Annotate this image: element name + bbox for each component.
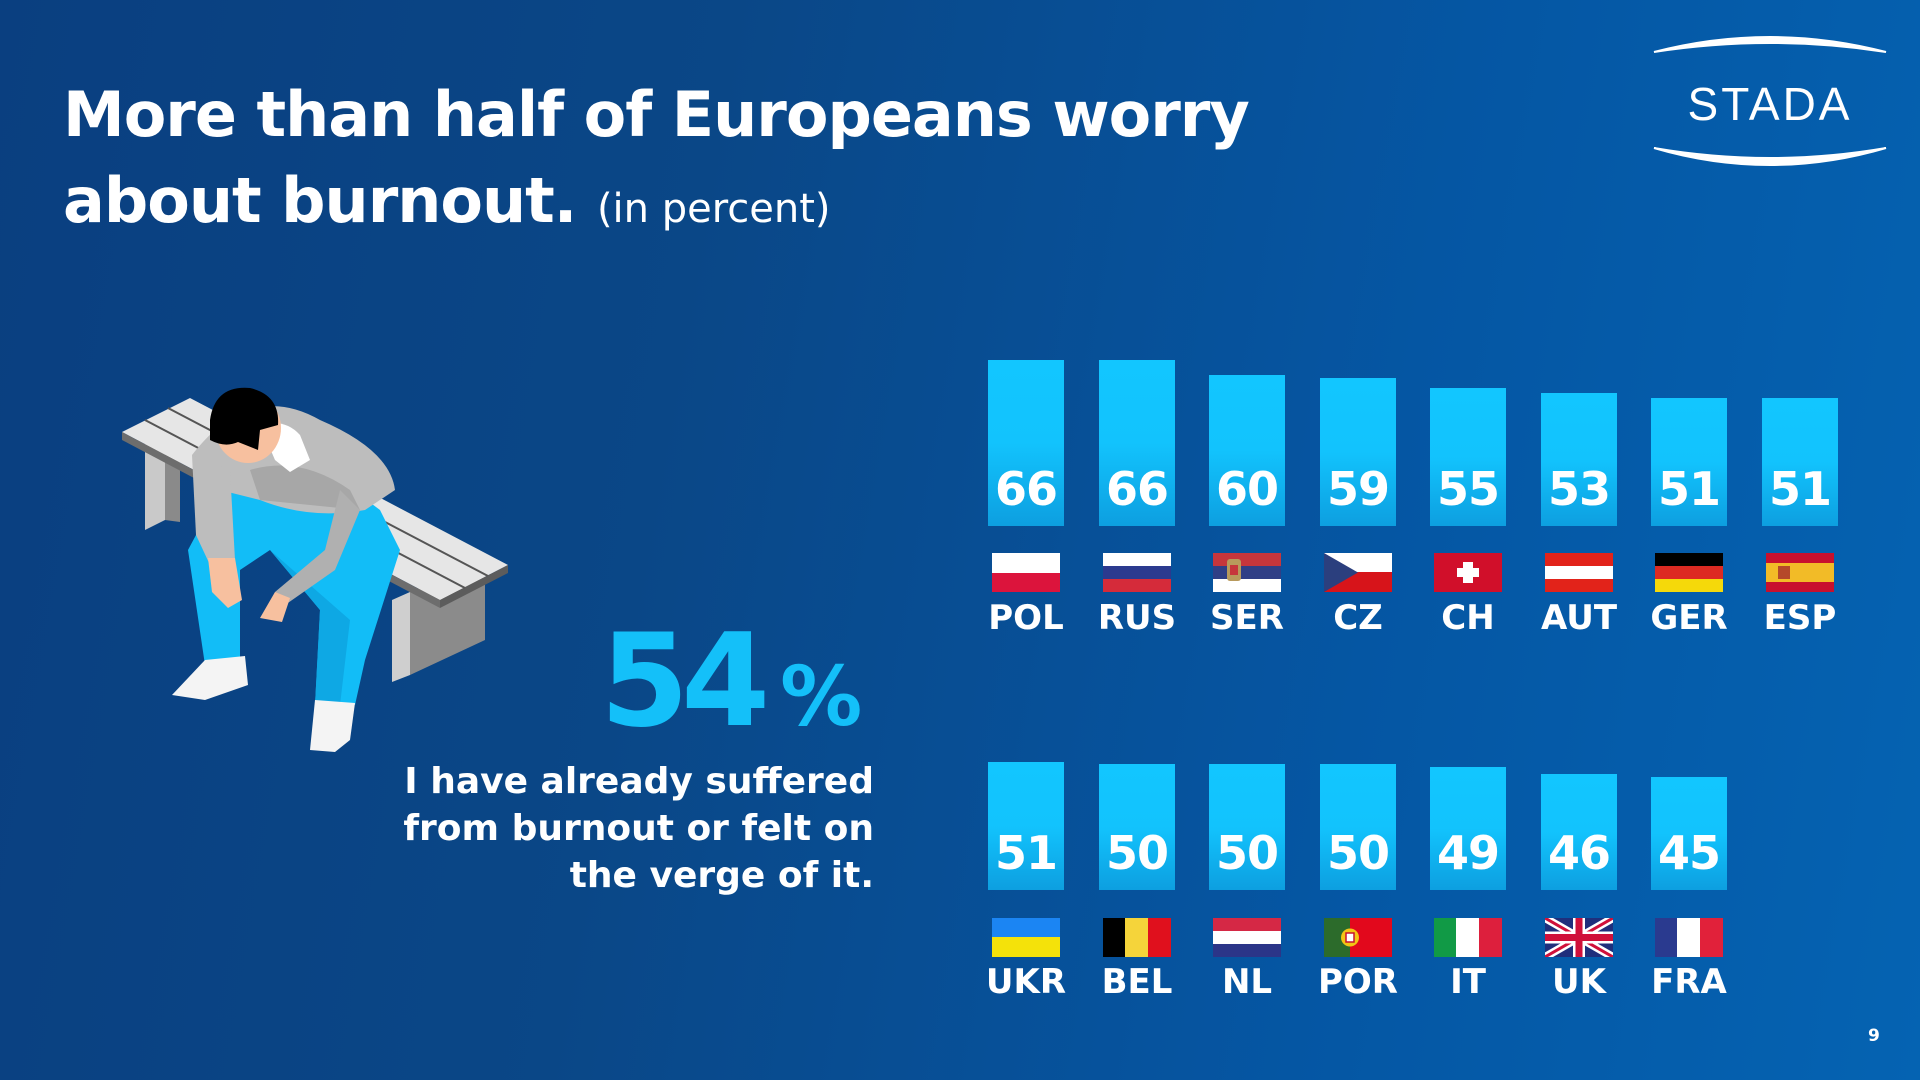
country-label-nl: NL (1221, 962, 1273, 1002)
country-label-uk: UK (1552, 962, 1606, 1002)
highlight-unit: % (780, 650, 863, 745)
flag-russia-icon (1103, 553, 1171, 592)
country-label-cz: CZ (1333, 598, 1383, 638)
bar-ser: 60 (1209, 375, 1285, 526)
country-label-por: POR (1317, 962, 1398, 1002)
country-label-rus: RUS (1097, 598, 1177, 638)
logo-text: STADA (1687, 78, 1853, 130)
bar-value-uk: 46 (1547, 826, 1611, 880)
bar-value-rus: 66 (1105, 462, 1169, 516)
flag-austria-icon (1545, 553, 1613, 592)
flag-france-icon (1655, 918, 1723, 957)
highlight-statement: I have already suffered from burnout or … (403, 761, 874, 896)
flag-portugal-icon (1324, 918, 1392, 957)
bar-value-ch: 55 (1436, 462, 1500, 516)
bar-esp: 51 (1762, 398, 1838, 526)
bar-por: 50 (1320, 764, 1396, 890)
flag-germany-icon (1655, 553, 1723, 592)
flag-netherlands-icon (1213, 918, 1281, 957)
country-label-pol: POL (988, 598, 1064, 638)
highlight-stat: 54% (600, 612, 863, 752)
bar-value-fra: 45 (1657, 826, 1721, 880)
bar-ch: 55 (1430, 388, 1506, 526)
flag-switzerland-icon (1434, 553, 1502, 592)
title-subtitle: (in percent) (596, 186, 831, 232)
bar-rus: 66 (1099, 360, 1175, 526)
country-label-esp: ESP (1763, 598, 1837, 638)
country-label-ger: GER (1650, 598, 1728, 638)
flag-serbia-icon (1213, 553, 1281, 592)
highlight-value: 54 (600, 607, 770, 756)
country-label-fra: FRA (1651, 962, 1727, 1002)
bar-value-cz: 59 (1326, 462, 1390, 516)
bar-uk: 46 (1541, 774, 1617, 890)
country-label-ser: SER (1210, 598, 1284, 638)
burnout-illustration (110, 360, 530, 760)
flag-belgium-icon (1103, 918, 1171, 957)
bar-value-aut: 53 (1547, 462, 1611, 516)
bar-value-esp: 51 (1768, 462, 1832, 516)
bar-it: 49 (1430, 767, 1506, 890)
bar-value-nl: 50 (1215, 826, 1279, 880)
country-label-it: IT (1450, 962, 1486, 1002)
bar-value-ser: 60 (1215, 462, 1279, 516)
bar-aut: 53 (1541, 393, 1617, 526)
bar-bel: 50 (1099, 764, 1175, 890)
bar-value-pol: 66 (994, 462, 1058, 516)
title-line-1: More than half of Europeans worry (63, 78, 1250, 151)
bar-nl: 50 (1209, 764, 1285, 890)
person-on-bench-icon (122, 387, 508, 752)
bar-value-ukr: 51 (994, 826, 1058, 880)
country-label-aut: AUT (1540, 598, 1618, 638)
bar-fra: 45 (1651, 777, 1727, 890)
bar-value-bel: 50 (1105, 826, 1169, 880)
flag-united-kingdom-icon (1545, 918, 1613, 957)
page-number: 9 (1868, 1026, 1880, 1046)
flag-ukraine-icon (992, 918, 1060, 957)
country-label-ch: CH (1441, 598, 1495, 638)
flag-czechia-icon (1324, 553, 1392, 592)
bar-value-ger: 51 (1657, 462, 1721, 516)
logo-swoosh-icon (1653, 36, 1887, 166)
flag-poland-icon (992, 553, 1060, 592)
bar-ukr: 51 (988, 762, 1064, 890)
country-label-ukr: UKR (985, 962, 1067, 1002)
bar-pol: 66 (988, 360, 1064, 526)
bar-ger: 51 (1651, 398, 1727, 526)
bar-value-it: 49 (1436, 826, 1500, 880)
slide-title: More than half of Europeans worry about … (63, 72, 1363, 252)
flag-italy-icon (1434, 918, 1502, 957)
stada-logo: STADA (1652, 32, 1888, 172)
flag-spain-icon (1766, 553, 1834, 592)
title-line-2: about burnout. (63, 164, 577, 237)
bar-value-por: 50 (1326, 826, 1390, 880)
bar-cz: 59 (1320, 378, 1396, 526)
country-label-bel: BEL (1101, 962, 1173, 1002)
